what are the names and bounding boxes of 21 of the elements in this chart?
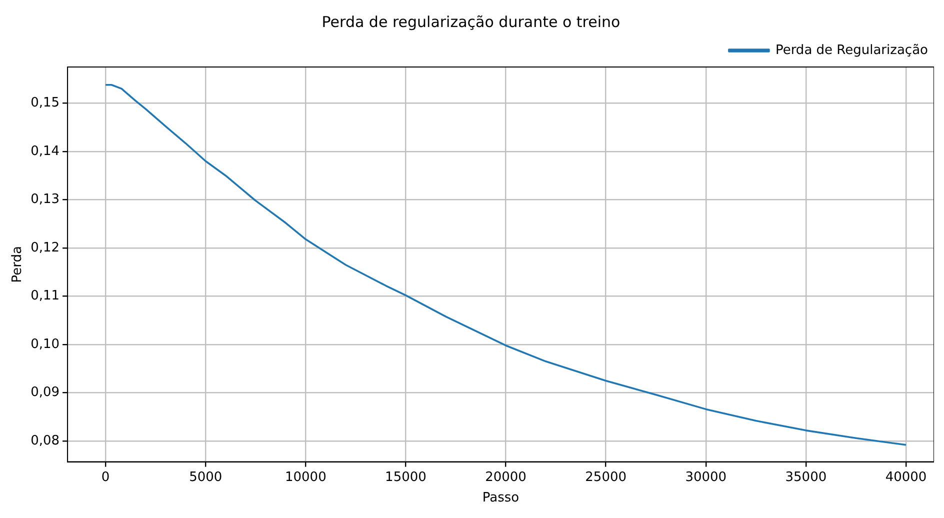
- chart-title: Perda de regularização durante o treino: [322, 12, 620, 31]
- y-tick-label: 0,10: [30, 336, 60, 352]
- legend-label: Perda de Regularização: [775, 42, 928, 58]
- x-tick-label: 20000: [485, 470, 526, 485]
- x-tick-label: 0: [101, 470, 110, 485]
- y-tick-label: 0,15: [30, 96, 60, 111]
- x-axis-title: Passo: [482, 490, 520, 506]
- x-tick-label: 10000: [284, 470, 326, 485]
- y-tick-label: 0,11: [30, 288, 60, 304]
- x-tick-label: 40000: [885, 470, 927, 485]
- x-tick-label: 30000: [685, 470, 727, 485]
- y-tick-label: 0,14: [30, 144, 60, 159]
- x-tick-label: 15000: [385, 470, 426, 485]
- x-tick-label: 5000: [189, 470, 222, 485]
- y-tick-label: 0,12: [30, 240, 60, 256]
- y-tick-label: 0,08: [30, 433, 60, 448]
- y-axis-title: Perda: [10, 246, 26, 283]
- x-tick-label: 25000: [585, 470, 627, 485]
- y-tick-label: 0,09: [30, 385, 60, 400]
- x-tick-label: 35000: [785, 470, 827, 485]
- y-tick-label: 0,13: [30, 192, 60, 208]
